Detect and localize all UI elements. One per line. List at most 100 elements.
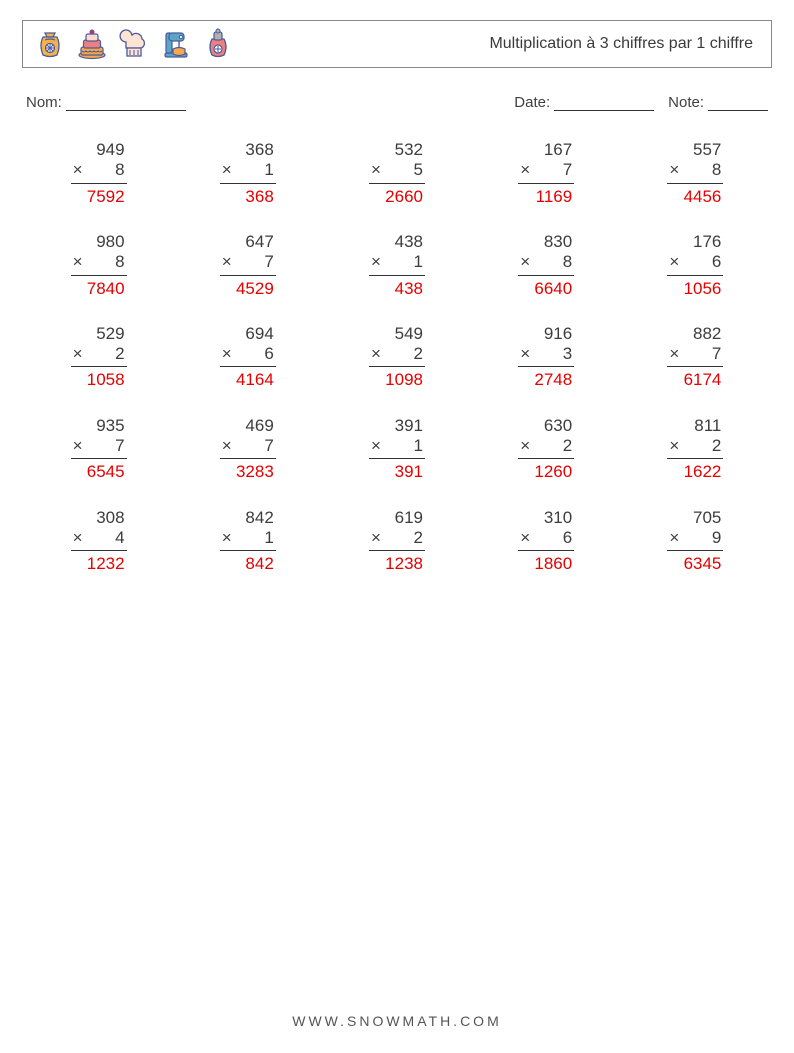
multiplier-row: ×1 [369, 252, 425, 275]
multiplicand: 949 [71, 139, 127, 160]
multiplier-row: ×8 [518, 252, 574, 275]
multiplier: 2 [563, 436, 572, 456]
problem: 935×76545 [36, 415, 161, 483]
answer: 1260 [518, 459, 574, 482]
multiplier: 2 [712, 436, 721, 456]
multiplicand: 391 [369, 415, 425, 436]
multiplier: 9 [712, 528, 721, 548]
times-symbol: × [669, 344, 679, 364]
times-symbol: × [371, 528, 381, 548]
multiplicand: 529 [71, 323, 127, 344]
multiplicand: 176 [667, 231, 723, 252]
date-label: Date: [514, 94, 550, 111]
times-symbol: × [73, 436, 83, 456]
multiplier-row: ×2 [369, 344, 425, 367]
answer: 368 [220, 184, 276, 207]
problem: 438×1438 [334, 231, 459, 299]
note-blank[interactable] [708, 97, 768, 111]
answer: 1056 [667, 276, 723, 299]
multiplicand: 935 [71, 415, 127, 436]
multiplicand: 705 [667, 507, 723, 528]
problem: 882×76174 [633, 323, 758, 391]
multiplier: 1 [414, 252, 423, 272]
multiplier: 1 [264, 528, 273, 548]
problem: 916×32748 [484, 323, 609, 391]
multiplicand: 694 [220, 323, 276, 344]
multiplicand: 647 [220, 231, 276, 252]
multiplier-row: ×7 [220, 252, 276, 275]
answer: 6174 [667, 367, 723, 390]
multiplicand: 532 [369, 139, 425, 160]
multiplier-row: ×1 [220, 160, 276, 183]
problem: 557×84456 [633, 139, 758, 207]
multiplier-row: ×2 [667, 436, 723, 459]
multiplier-row: ×3 [518, 344, 574, 367]
name-blank[interactable] [66, 97, 186, 111]
worksheet-title: Multiplication à 3 chiffres par 1 chiffr… [489, 35, 761, 53]
times-symbol: × [222, 528, 232, 548]
answer: 842 [220, 551, 276, 574]
kettle-icon [201, 27, 235, 61]
multiplicand: 549 [369, 323, 425, 344]
multiplier-row: ×8 [667, 160, 723, 183]
answer: 1058 [71, 367, 127, 390]
multiplicand: 980 [71, 231, 127, 252]
answer: 7840 [71, 276, 127, 299]
times-symbol: × [73, 528, 83, 548]
multiplicand: 619 [369, 507, 425, 528]
answer: 2660 [369, 184, 425, 207]
problem: 529×21058 [36, 323, 161, 391]
answer: 391 [369, 459, 425, 482]
answer: 4164 [220, 367, 276, 390]
meta-row: Nom: Date: Note: [22, 94, 772, 111]
times-symbol: × [222, 252, 232, 272]
times-symbol: × [669, 160, 679, 180]
multiplier: 6 [712, 252, 721, 272]
multiplier-row: ×8 [71, 252, 127, 275]
date-blank[interactable] [554, 97, 654, 111]
problem: 549×21098 [334, 323, 459, 391]
cake-icon [75, 27, 109, 61]
problem: 167×71169 [484, 139, 609, 207]
multiplier-row: ×1 [369, 436, 425, 459]
problem: 705×96345 [633, 507, 758, 575]
multiplier: 7 [563, 160, 572, 180]
multiplier-row: ×7 [518, 160, 574, 183]
problems-grid: 949×87592368×1368532×52660167×71169557×8… [22, 139, 772, 574]
times-symbol: × [222, 344, 232, 364]
multiplier: 7 [264, 252, 273, 272]
times-symbol: × [520, 436, 530, 456]
multiplicand: 882 [667, 323, 723, 344]
multiplier-row: ×2 [518, 436, 574, 459]
answer: 7592 [71, 184, 127, 207]
answer: 1238 [369, 551, 425, 574]
multiplier: 8 [712, 160, 721, 180]
multiplier: 8 [563, 252, 572, 272]
problem: 811×21622 [633, 415, 758, 483]
answer: 2748 [518, 367, 574, 390]
problem: 630×21260 [484, 415, 609, 483]
header-box: Multiplication à 3 chiffres par 1 chiffr… [22, 20, 772, 68]
multiplicand: 842 [220, 507, 276, 528]
times-symbol: × [371, 344, 381, 364]
times-symbol: × [73, 344, 83, 364]
multiplier-row: ×2 [369, 528, 425, 551]
multiplier-row: ×1 [220, 528, 276, 551]
multiplier-row: ×9 [667, 528, 723, 551]
multiplicand: 630 [518, 415, 574, 436]
worksheet-page: Multiplication à 3 chiffres par 1 chiffr… [0, 0, 794, 574]
multiplier-row: ×8 [71, 160, 127, 183]
multiplicand: 368 [220, 139, 276, 160]
times-symbol: × [520, 252, 530, 272]
multiplicand: 310 [518, 507, 574, 528]
problem: 391×1391 [334, 415, 459, 483]
footer-text: WWW.SNOWMATH.COM [292, 1013, 502, 1029]
multiplier-row: ×7 [667, 344, 723, 367]
times-symbol: × [73, 252, 83, 272]
multiplier: 7 [712, 344, 721, 364]
times-symbol: × [73, 160, 83, 180]
answer: 1232 [71, 551, 127, 574]
multiplier-row: ×7 [220, 436, 276, 459]
multiplicand: 916 [518, 323, 574, 344]
multiplier: 8 [115, 160, 124, 180]
